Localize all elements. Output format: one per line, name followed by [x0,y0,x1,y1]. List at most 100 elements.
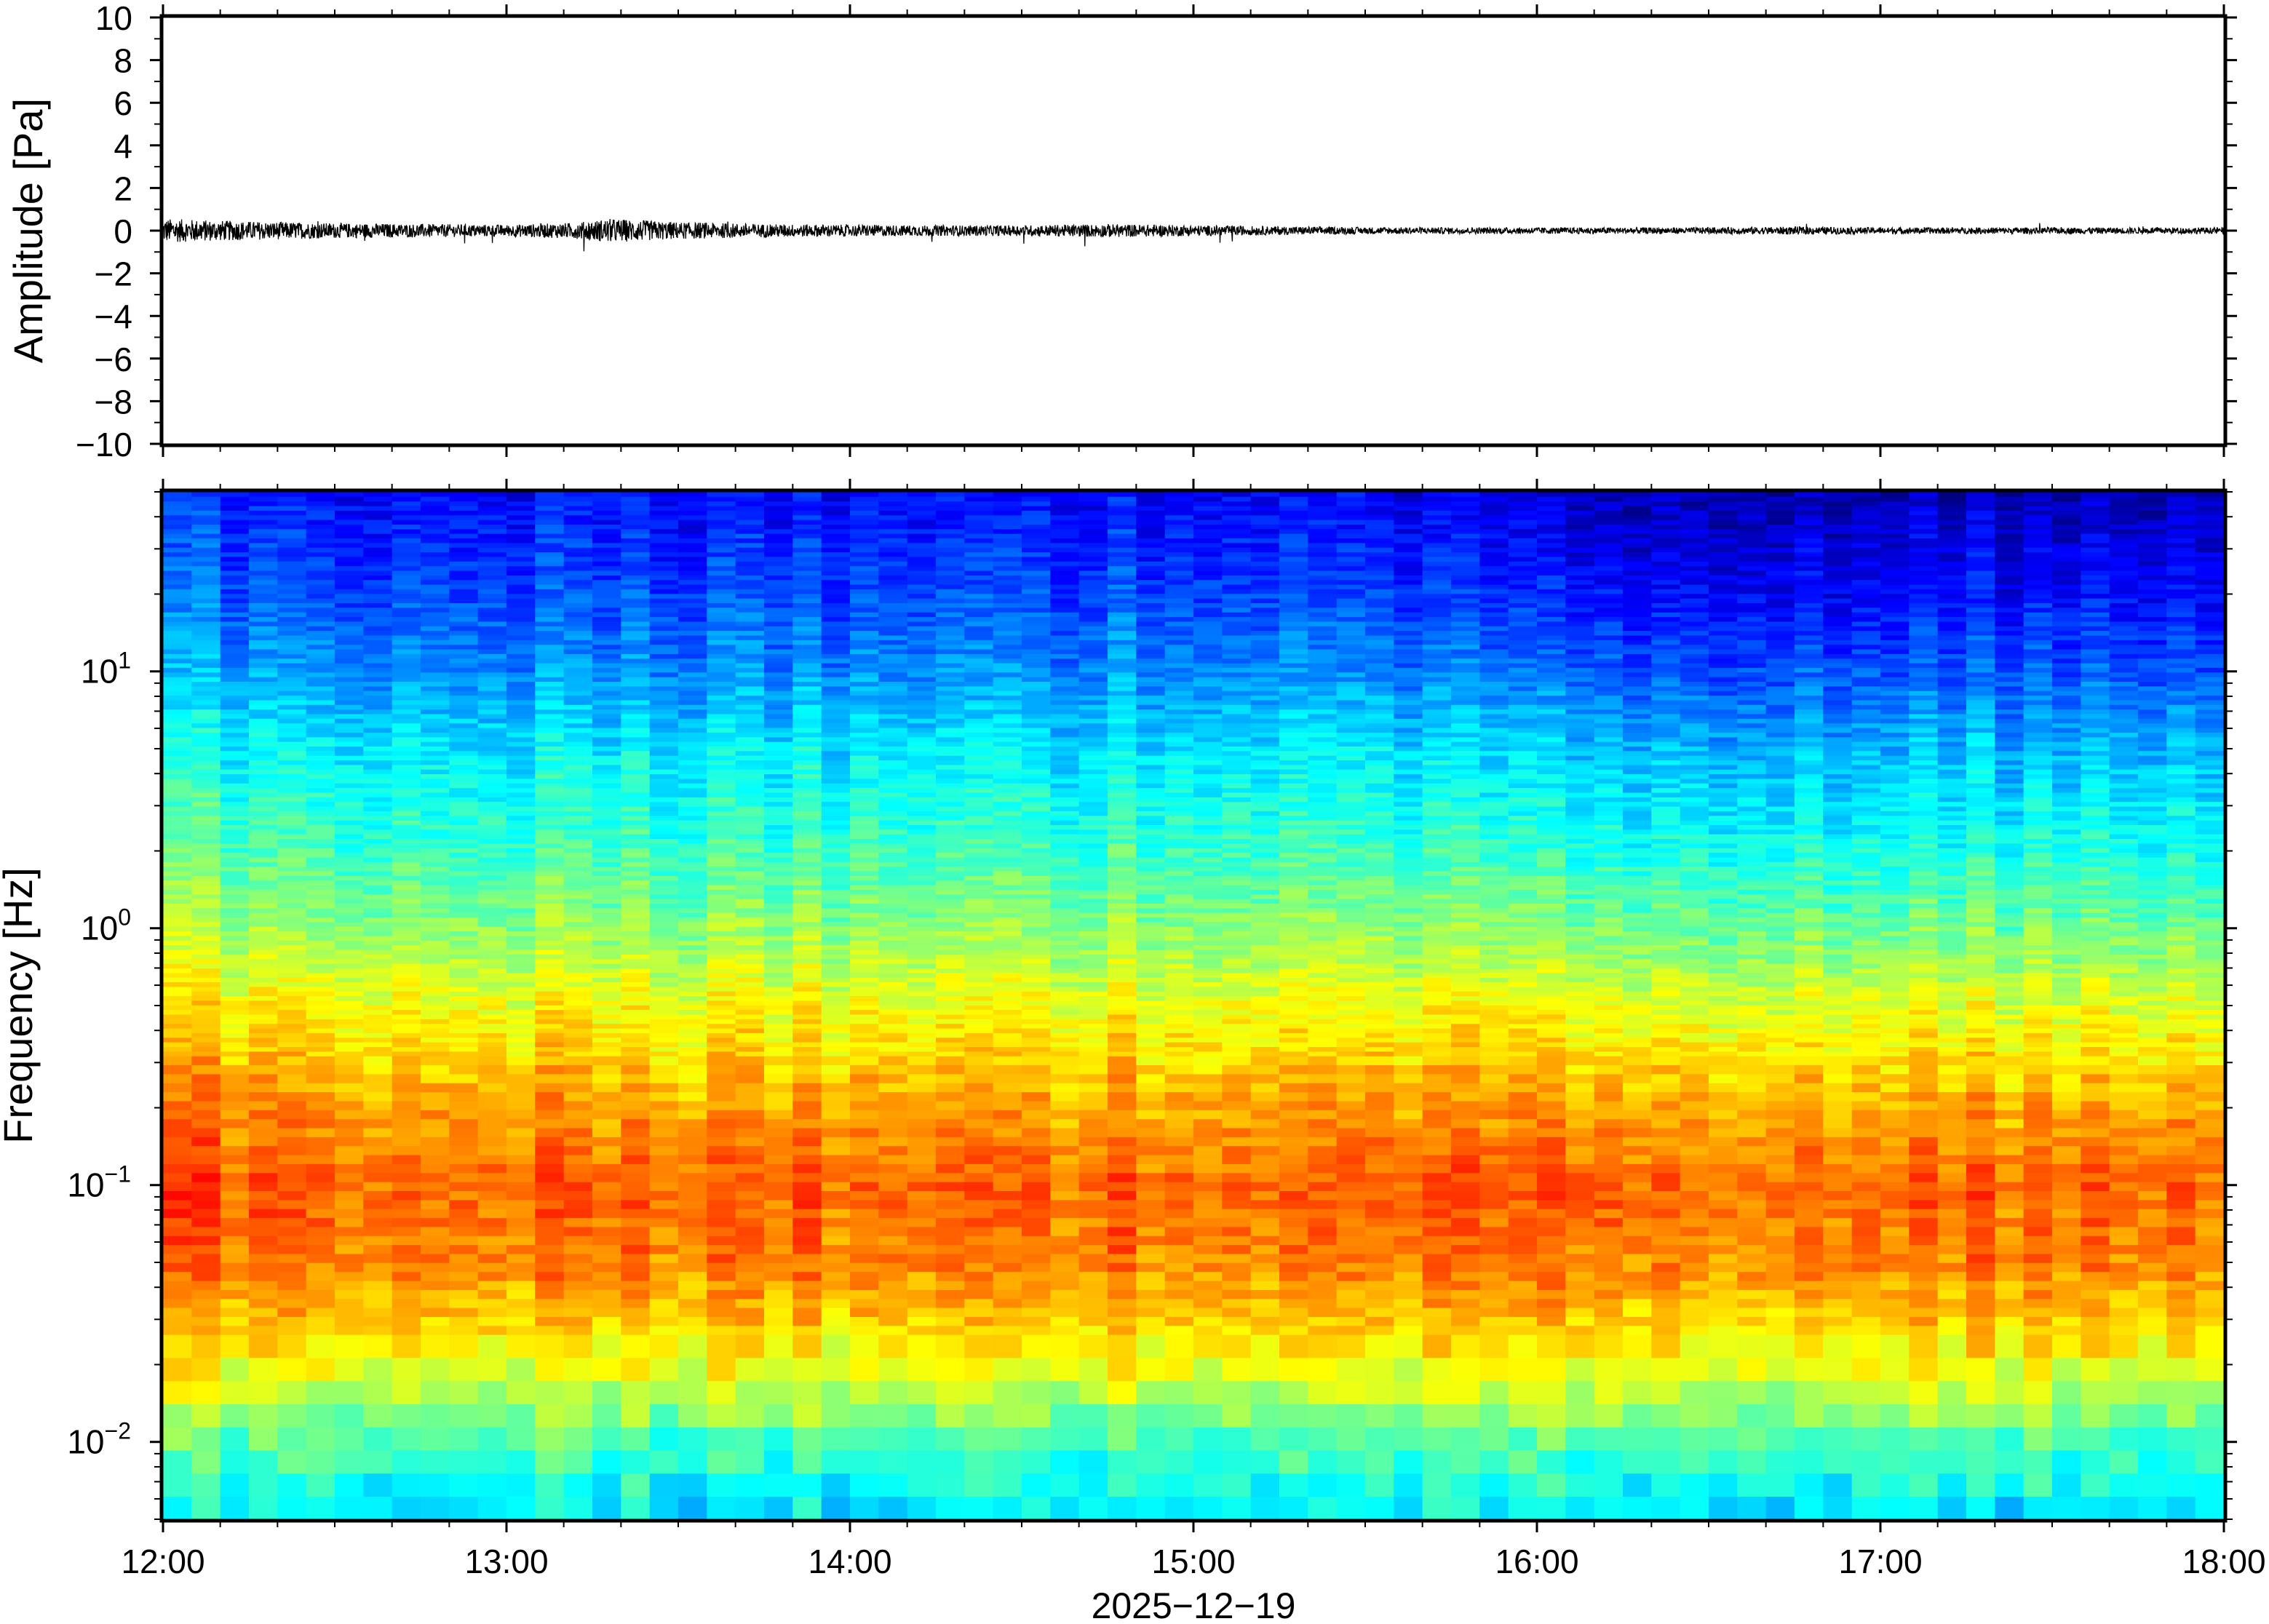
spectrogram-cell [421,958,450,964]
spectrogram-cell [592,917,622,923]
spectrogram-cell [735,1199,765,1209]
spectrogram-cell [363,640,393,645]
spectrogram-cell [277,1262,307,1273]
spectrogram-cell [621,801,651,807]
spectrogram-cell [449,602,479,608]
spectrogram-cell [163,797,193,803]
spectrogram-cell [277,736,307,742]
spectrogram-cell [449,732,479,738]
spectrogram-cell [191,963,221,968]
spectrogram-cell [277,648,307,654]
spectrogram-cell [821,852,851,858]
spectrogram-cell [878,505,908,511]
spectrogram-cell [735,565,765,571]
spectrogram-cell [964,1208,994,1219]
spectrogram-cell [392,875,421,881]
spectrogram-cell [936,1163,966,1174]
spectrogram-cell [306,958,335,964]
spectrogram-cell [506,750,536,756]
spectrogram-cell [277,579,307,585]
spectrogram-cell [993,829,1022,835]
spectrogram-cell [191,940,221,946]
spectrogram-cell [477,695,507,701]
spectrogram-cell [964,690,994,696]
spectrogram-cell [850,1181,880,1191]
spectrogram-cell [392,1154,421,1164]
spectrogram-cell [821,519,851,525]
spectrogram-cell [621,492,651,497]
spectrogram-cell [335,819,365,825]
spectrogram-cell [649,912,679,918]
spectrogram-cell [277,797,307,803]
spectrogram-cell [936,963,966,968]
spectrogram-cell [850,1280,880,1290]
spectrogram-cell [477,926,507,932]
spectrogram-cell [191,496,221,502]
spectrogram-cell [506,898,536,904]
spectrogram-cell [363,561,393,567]
spectrogram-cell [563,1009,593,1015]
spectrogram-cell [477,949,507,955]
spectrogram-cell [535,746,565,752]
spectrogram-cell [535,958,565,964]
spectrogram-cell [563,811,593,816]
spectrogram-cell [563,662,593,668]
spectrogram-cell [936,584,966,589]
spectrogram-cell [449,524,479,530]
spectrogram-cell [220,976,250,982]
spectrogram-cell [621,778,651,784]
spectrogram-cell [878,561,908,567]
spectrogram-cell [477,570,507,576]
spectrogram-cell [735,492,765,497]
spectrogram-cell [678,1145,708,1155]
spectrogram-cell [277,570,307,576]
spectrogram-cell [535,1145,565,1155]
spectrogram-cell [1022,1181,1052,1191]
spectrogram-cell [678,1226,708,1236]
spectrogram-cell [421,1199,450,1209]
spectrogram-cell [964,1334,994,1358]
spectrogram-cell [535,1064,565,1075]
spectrogram-cell [821,787,851,793]
spectrogram-cell [335,524,365,530]
spectrogram-cell [878,811,908,816]
spectrogram-cell [850,972,880,978]
spectrogram-cell [220,584,250,589]
spectrogram-cell [449,819,479,825]
spectrogram-cell [764,709,794,715]
spectrogram-cell [936,782,966,789]
spectrogram-cell [993,1181,1022,1191]
spectrogram-cell [392,552,421,557]
spectrogram-cell [649,847,679,853]
spectrogram-cell [964,1019,994,1024]
spectrogram-cell [363,621,393,626]
spectrogram-cell [535,1118,565,1129]
spectrogram-cell [878,704,908,710]
spectrogram-cell [220,893,250,899]
spectrogram-cell [649,968,679,974]
spectrogram-cell [363,514,393,520]
spectrogram-cell [907,972,937,978]
spectrogram-cell [878,861,908,867]
spectrogram-cell [249,552,279,557]
spectrogram-cell [936,634,966,640]
spectrogram-cell [1022,1137,1052,1147]
spectrogram-cell [363,492,393,497]
spectrogram-cell [277,1046,307,1052]
spectrogram-cell [220,1208,250,1219]
spectrogram-cell [163,667,193,673]
spectrogram-cell [220,949,250,955]
spectrogram-cell [306,533,335,538]
spectrogram-cell [306,1009,335,1015]
spectrogram-cell [621,723,651,728]
spectrogram-cell [649,1325,679,1335]
spectrogram-cell [964,944,994,950]
spectrogram-cell [392,782,421,789]
spectrogram-cell [306,579,335,585]
spectrogram-cell [621,931,651,936]
spectrogram-cell [363,787,393,793]
spectrogram-cell [907,852,937,858]
spectrogram-cell [621,1271,651,1281]
spectrogram-cell [335,949,365,955]
spectrogram-cell [707,1226,736,1236]
